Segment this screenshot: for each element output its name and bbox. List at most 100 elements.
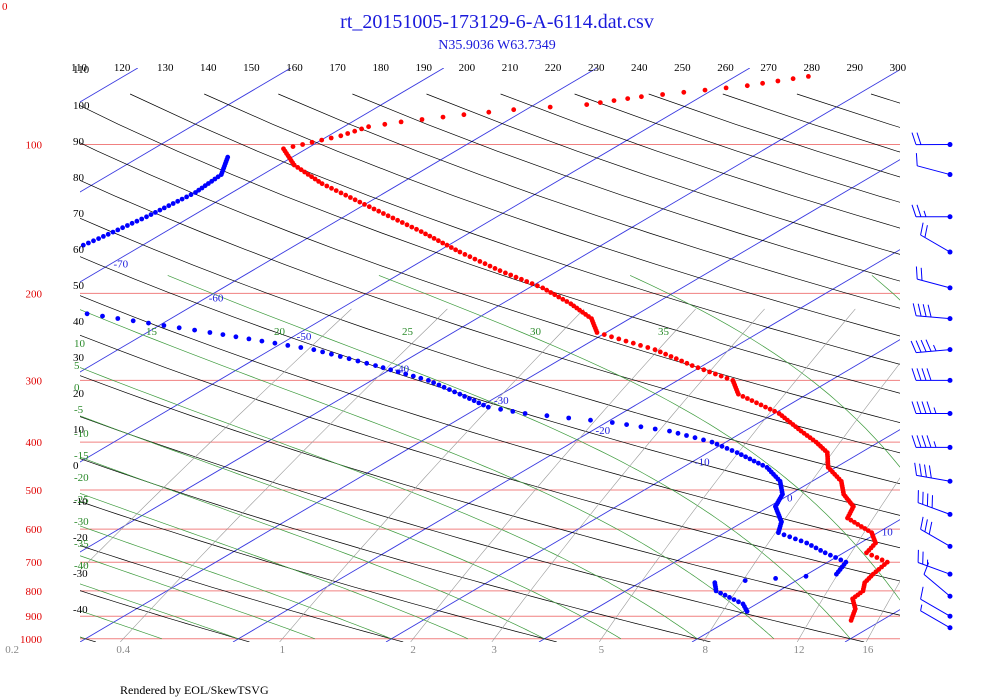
wind-barb — [911, 132, 951, 146]
wind-barb — [912, 303, 951, 320]
pressure-tick-label: 900 — [26, 611, 43, 623]
top-tick-label: 270 — [760, 62, 777, 74]
dewpoint-point — [101, 234, 106, 239]
top-tick-label: 180 — [372, 62, 389, 74]
temperature-point — [724, 375, 730, 381]
dewpoint-point — [42, 261, 47, 266]
isotherm-label: -20 — [596, 425, 611, 437]
dewpoint-point — [833, 555, 838, 560]
temperature-point — [352, 128, 358, 134]
dewpoint-point — [462, 394, 467, 399]
temperature-point — [874, 555, 880, 560]
moist-adiabat-label: 30 — [530, 326, 542, 338]
mixing-ratio-line — [796, 477, 900, 642]
dry-adiabat-label: 10 — [73, 424, 85, 436]
temperature-point — [511, 107, 517, 113]
dewpoint-point — [16, 297, 21, 302]
temperature-point — [381, 211, 386, 216]
dewpoint-point — [188, 192, 194, 198]
temperature-point — [366, 124, 371, 130]
dewpoint-point — [809, 543, 814, 548]
wind-barb — [911, 368, 951, 381]
isotherm-line — [691, 519, 900, 642]
temperature-point — [681, 89, 687, 95]
dry-adiabat-label: 90 — [73, 136, 85, 148]
temperature-point — [772, 408, 777, 414]
mixing-ratio-label: 2 — [410, 644, 416, 656]
dewpoint-point — [426, 378, 431, 383]
dewpoint-point — [61, 252, 66, 257]
dewpoint-point — [395, 369, 401, 375]
dewpoint-point — [6, 285, 11, 290]
isotherm-line — [385, 339, 900, 642]
isotherm-label: -70 — [113, 259, 128, 271]
temperature-point — [652, 347, 658, 353]
dry-adiabat-line — [870, 93, 900, 104]
temperature-point — [395, 217, 400, 223]
temperature-point — [409, 224, 415, 230]
temperature-point — [343, 192, 349, 198]
dewpoint-point — [220, 332, 226, 337]
mixing-ratio-line — [865, 580, 900, 642]
dewpoint-point — [510, 409, 516, 414]
dry-adiabat-line — [352, 93, 900, 282]
moist-adiabat-label: -25 — [74, 494, 89, 506]
dewpoint-point — [843, 559, 849, 565]
temperature-point — [436, 238, 441, 244]
dewpoint-point — [485, 404, 491, 410]
temperature-point — [790, 76, 796, 82]
dewpoint-point — [764, 465, 770, 470]
temperature-point — [329, 185, 334, 191]
mixing-ratio-line — [921, 309, 1000, 642]
dewpoint-point — [566, 415, 572, 421]
temperature-point — [295, 165, 301, 170]
temperature-point — [492, 266, 498, 271]
dewpoint-point — [233, 334, 239, 340]
temperature-point — [382, 121, 388, 127]
dry-adiabat-line — [129, 93, 900, 365]
temperature-point — [723, 85, 729, 91]
dewpoint-point — [718, 590, 723, 596]
top-tick-label: 200 — [459, 62, 476, 74]
temperature-point — [740, 394, 746, 399]
dewpoint-point — [410, 373, 416, 379]
dewpoint-point — [729, 448, 735, 453]
temperature-point — [745, 396, 750, 401]
dewpoint-point — [452, 389, 457, 395]
sounding-data — [6, 74, 890, 623]
temperature-point — [448, 245, 454, 250]
temperature-point — [302, 169, 307, 175]
temperature-point — [713, 371, 718, 377]
isotherm-line — [538, 429, 900, 642]
dewpoint-point — [701, 437, 706, 443]
dewpoint-point — [588, 417, 593, 423]
moist-adiabat-label: -40 — [74, 560, 89, 572]
dewpoint-point — [803, 573, 809, 579]
dewpoint-point — [471, 398, 477, 404]
moist-adiabat-line — [80, 415, 622, 640]
dewpoint-point — [441, 384, 447, 390]
dewpoint-point — [176, 325, 182, 331]
temperature-point — [660, 92, 665, 97]
wind-barb — [911, 401, 951, 414]
dewpoint-point — [747, 456, 753, 462]
moist-adiabat-line — [80, 525, 392, 640]
temperature-point — [679, 358, 684, 364]
dry-adiabat-line — [80, 295, 900, 549]
mixing-ratio-label: 3 — [491, 644, 497, 656]
dewpoint-point — [33, 265, 38, 270]
dry-adiabat-label: -30 — [73, 568, 88, 580]
temperature-point — [806, 74, 811, 79]
dewpoint-point — [66, 249, 71, 254]
temperature-point — [414, 226, 419, 232]
mixing-ratio-label: 16 — [862, 644, 874, 656]
pressure-tick-label: 600 — [26, 524, 43, 536]
top-tick-label: 110 — [71, 62, 88, 74]
temperature-point — [312, 176, 318, 182]
dewpoint-point — [787, 534, 793, 540]
dry-adiabat-line — [80, 217, 900, 485]
dewpoint-point — [179, 196, 185, 202]
dry-adiabat-label: -10 — [73, 496, 88, 508]
moist-adiabat-line — [80, 456, 545, 640]
top-tick-label: 170 — [329, 62, 346, 74]
